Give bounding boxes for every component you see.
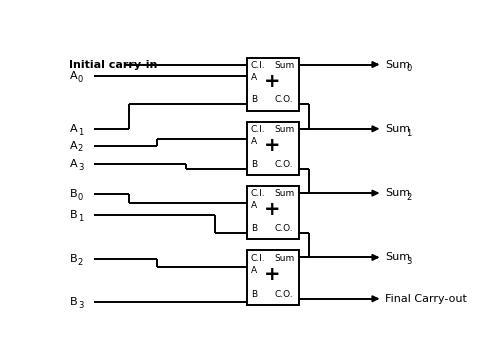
Text: B: B	[69, 297, 77, 307]
Text: B: B	[251, 290, 257, 299]
Text: A: A	[251, 201, 257, 210]
Text: C.O.: C.O.	[274, 160, 293, 169]
Text: B: B	[251, 224, 257, 233]
Bar	[247, 122, 299, 175]
Text: Sum: Sum	[274, 189, 294, 199]
Text: B: B	[69, 211, 77, 220]
Text: B: B	[251, 160, 257, 169]
Text: C.I.: C.I.	[250, 189, 265, 199]
Text: 1: 1	[406, 129, 412, 138]
Text: +: +	[264, 265, 281, 284]
Bar	[247, 250, 299, 305]
Text: Sum: Sum	[274, 254, 294, 263]
Text: A: A	[69, 140, 77, 151]
Text: A: A	[251, 73, 257, 82]
Text: C.O.: C.O.	[274, 290, 293, 299]
Text: Sum: Sum	[274, 61, 294, 70]
Text: 2: 2	[78, 258, 83, 267]
Text: A: A	[69, 159, 77, 169]
Text: 1: 1	[78, 128, 83, 136]
Text: 2: 2	[406, 193, 412, 202]
Text: 0: 0	[406, 64, 412, 73]
Text: A: A	[251, 137, 257, 146]
Bar	[247, 57, 299, 111]
Bar	[247, 186, 299, 239]
Text: C.O.: C.O.	[274, 224, 293, 233]
Text: Sum: Sum	[385, 252, 411, 262]
Text: Final Carry-out: Final Carry-out	[385, 294, 467, 304]
Text: C.I.: C.I.	[250, 61, 265, 70]
Text: +: +	[264, 136, 281, 155]
Text: Sum: Sum	[385, 188, 411, 198]
Text: Sum: Sum	[274, 125, 294, 134]
Text: Sum: Sum	[385, 124, 411, 134]
Text: B: B	[69, 254, 77, 264]
Text: A: A	[69, 71, 77, 81]
Text: +: +	[264, 200, 281, 219]
Text: 2: 2	[78, 144, 83, 154]
Text: Initial carry-in: Initial carry-in	[69, 60, 158, 70]
Text: C.I.: C.I.	[250, 125, 265, 134]
Text: A: A	[69, 124, 77, 134]
Text: B: B	[251, 95, 257, 105]
Text: B: B	[69, 189, 77, 200]
Text: 0: 0	[78, 193, 83, 202]
Text: 0: 0	[78, 74, 83, 83]
Text: 3: 3	[406, 257, 412, 266]
Text: Sum: Sum	[385, 60, 411, 70]
Text: 1: 1	[78, 214, 83, 223]
Text: 3: 3	[78, 163, 83, 172]
Text: A: A	[251, 266, 257, 275]
Text: +: +	[264, 72, 281, 91]
Text: C.I.: C.I.	[250, 254, 265, 263]
Text: C.O.: C.O.	[274, 95, 293, 105]
Text: 3: 3	[78, 301, 83, 310]
